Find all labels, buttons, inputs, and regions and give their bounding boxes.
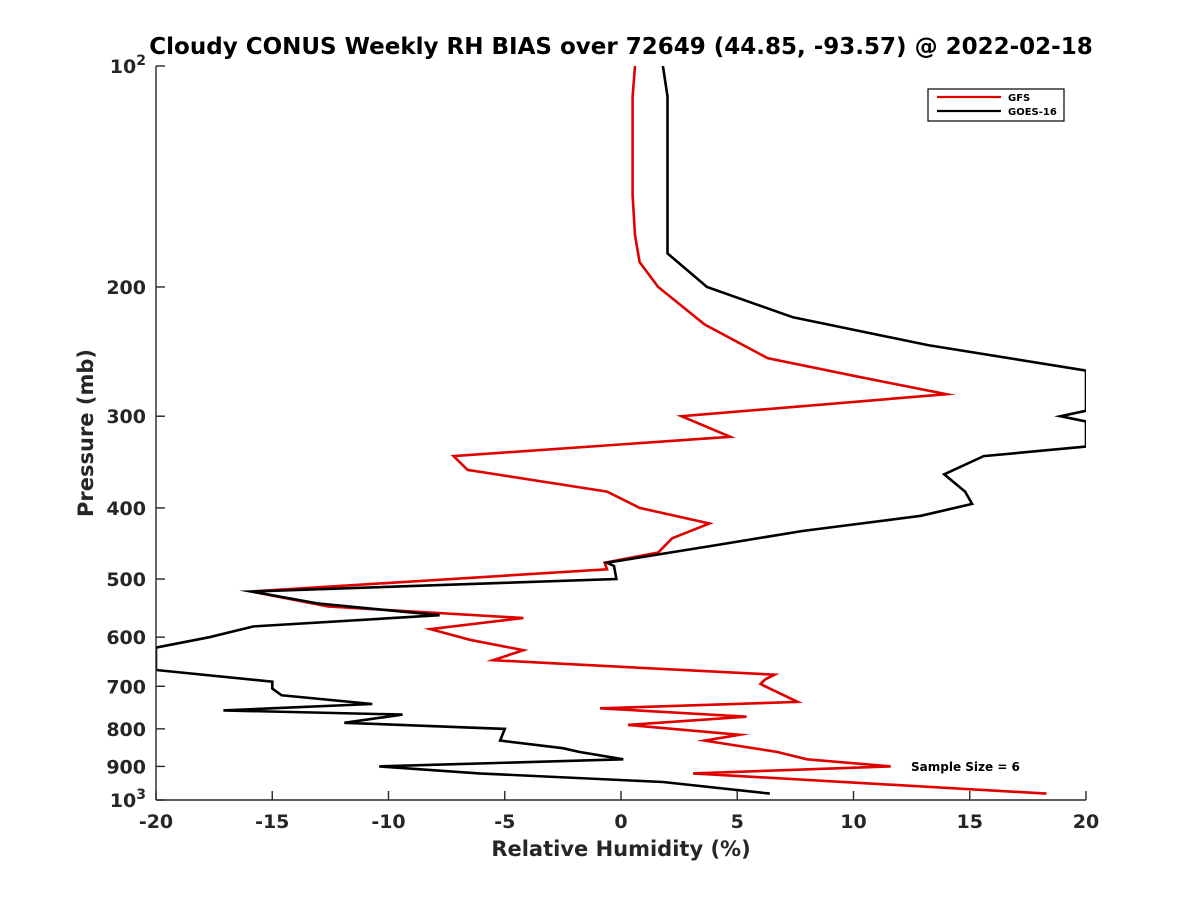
x-tick-label: 15 xyxy=(957,811,983,833)
series-line-goes16 xyxy=(156,66,1086,795)
series-line-gfs xyxy=(241,66,1047,795)
y-tick-label: 103 xyxy=(110,787,146,812)
x-axis-label: Relative Humidity (%) xyxy=(491,837,750,861)
y-tick-label: 800 xyxy=(106,719,146,741)
y-axis-label: Pressure (mb) xyxy=(74,349,98,517)
legend: GFS GOES-16 xyxy=(927,88,1065,122)
legend-box xyxy=(927,88,1065,122)
x-tick-label: 5 xyxy=(731,811,744,833)
legend-label-goes16: GOES-16 xyxy=(1008,107,1057,118)
y-tick-label: 300 xyxy=(106,406,146,428)
legend-label-gfs: GFS xyxy=(1008,93,1030,104)
y-tick-label: 400 xyxy=(106,498,146,520)
chart-title: Cloudy CONUS Weekly RH BIAS over 72649 (… xyxy=(149,34,1092,60)
y-tick-label: 900 xyxy=(106,756,146,778)
plot-area xyxy=(156,66,1086,795)
x-tick-label: -10 xyxy=(371,811,405,833)
x-tick-label: -5 xyxy=(494,811,515,833)
y-tick-label: 700 xyxy=(106,676,146,698)
y-tick-label: 102 xyxy=(110,53,146,78)
x-tick-label: -20 xyxy=(139,811,173,833)
y-tick-label: 500 xyxy=(106,569,146,591)
x-tick-label: 20 xyxy=(1073,811,1099,833)
axes: -20 -15 -10 -5 0 5 10 15 20 102 200 300 400 500 600 700… xyxy=(106,53,1099,833)
x-tick-label: 10 xyxy=(840,811,866,833)
x-tick-label: -15 xyxy=(255,811,289,833)
y-tick-label: 200 xyxy=(106,277,146,299)
sample-size-annotation: Sample Size = 6 xyxy=(911,760,1020,774)
y-tick-label: 600 xyxy=(106,627,146,649)
x-tick-label: 0 xyxy=(614,811,627,833)
